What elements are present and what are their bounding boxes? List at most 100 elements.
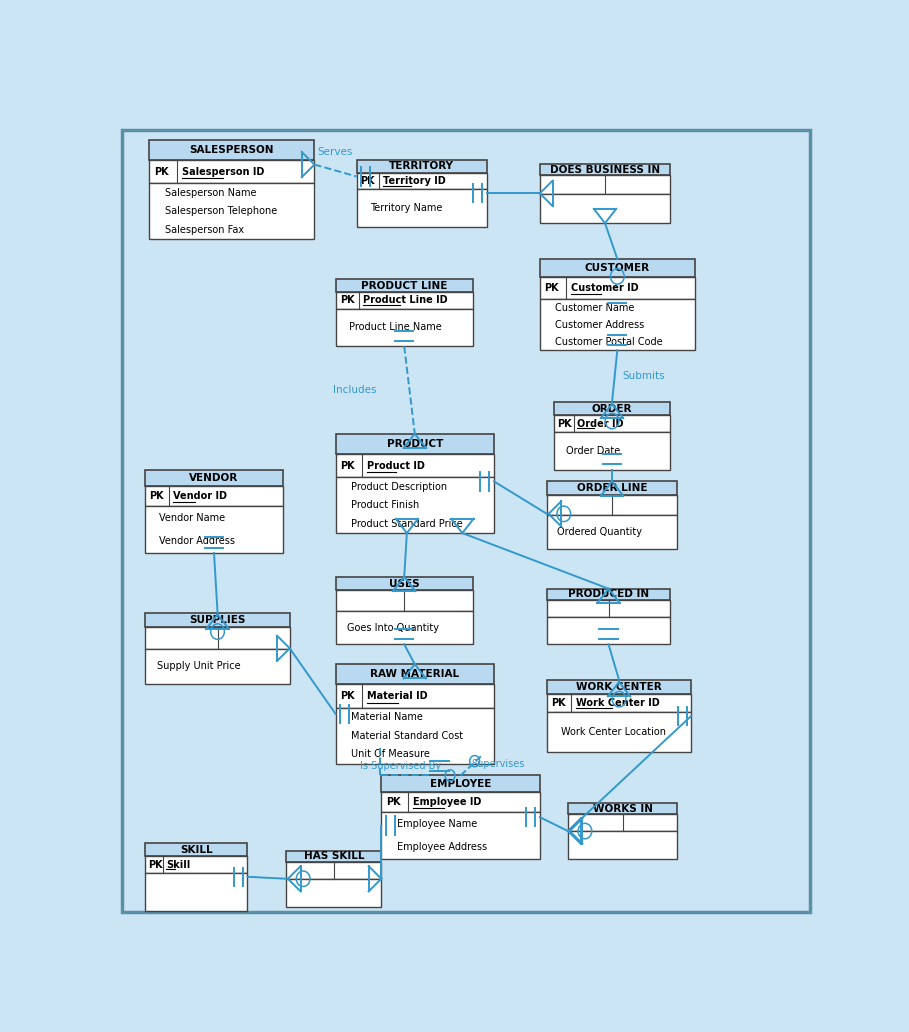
Bar (335, 478, 494, 534)
Text: Salesperson Fax: Salesperson Fax (165, 225, 245, 235)
Bar (547, 481, 677, 495)
Text: ORDER: ORDER (592, 404, 633, 414)
Bar (547, 515, 677, 549)
Text: HAS SKILL: HAS SKILL (304, 851, 364, 862)
Bar (149, 184, 315, 239)
Text: Product Description: Product Description (352, 482, 447, 491)
Bar (335, 590, 473, 611)
Text: Salesperson Telephone: Salesperson Telephone (165, 206, 277, 217)
Text: Customer Name: Customer Name (555, 302, 634, 313)
Bar (540, 259, 694, 278)
Text: PK: PK (340, 460, 355, 471)
Bar (335, 433, 494, 454)
Bar (356, 173, 487, 189)
Text: SALESPERSON: SALESPERSON (189, 144, 274, 155)
Text: PK: PK (154, 166, 168, 176)
Text: WORK CENTER: WORK CENTER (576, 682, 662, 692)
Bar (145, 843, 247, 857)
Text: Material Standard Cost: Material Standard Cost (352, 731, 464, 741)
Bar (554, 431, 670, 470)
Text: PK: PK (361, 176, 375, 186)
Text: Material ID: Material ID (367, 691, 428, 701)
Text: Customer Address: Customer Address (555, 320, 644, 330)
Text: VENDOR: VENDOR (189, 473, 239, 483)
Text: Submits: Submits (623, 372, 665, 381)
Text: Work Center ID: Work Center ID (575, 698, 660, 708)
Text: Serves: Serves (318, 147, 354, 157)
Text: Product Line ID: Product Line ID (363, 295, 447, 305)
Text: Territory Name: Territory Name (370, 203, 442, 214)
Text: Vendor ID: Vendor ID (173, 491, 227, 502)
Bar (145, 486, 283, 507)
Text: Work Center Location: Work Center Location (562, 727, 666, 737)
Bar (145, 613, 290, 626)
Text: PK: PK (340, 691, 355, 701)
Text: Employee Address: Employee Address (397, 842, 487, 852)
Text: Product Line Name: Product Line Name (349, 322, 442, 332)
Text: Order ID: Order ID (577, 419, 624, 428)
Bar (540, 299, 694, 350)
Text: Territory ID: Territory ID (383, 176, 445, 186)
Text: WORKS IN: WORKS IN (593, 804, 653, 814)
Text: Material Name: Material Name (352, 712, 424, 722)
Bar (335, 708, 494, 764)
Text: PRODUCT LINE: PRODUCT LINE (361, 281, 447, 291)
Bar (547, 695, 691, 711)
Bar (382, 775, 540, 793)
Text: Vendor Name: Vendor Name (159, 513, 225, 523)
Text: Supply Unit Price: Supply Unit Price (157, 662, 241, 672)
Bar (286, 862, 381, 879)
Text: Is Supervised By: Is Supervised By (360, 762, 441, 772)
Bar (145, 857, 247, 873)
Text: Ordered Quantity: Ordered Quantity (557, 527, 643, 538)
Bar (335, 611, 473, 644)
Bar (335, 577, 473, 590)
Bar (335, 684, 494, 708)
Text: ORDER LINE: ORDER LINE (577, 483, 647, 493)
Bar (145, 470, 283, 486)
Text: DOES BUSINESS IN: DOES BUSINESS IN (550, 164, 660, 174)
Bar (540, 278, 694, 299)
Bar (547, 680, 691, 695)
Text: PK: PK (544, 283, 559, 293)
Bar (382, 812, 540, 859)
Bar (568, 832, 677, 859)
Bar (286, 879, 381, 906)
Bar (286, 851, 381, 862)
Text: Employee Name: Employee Name (397, 818, 477, 829)
Bar (356, 160, 487, 173)
Text: Salesperson Name: Salesperson Name (165, 188, 257, 198)
Text: Supervises: Supervises (471, 760, 524, 769)
Bar (335, 665, 494, 684)
Bar (145, 507, 283, 553)
Text: Product Finish: Product Finish (352, 501, 420, 510)
Text: Customer Postal Code: Customer Postal Code (555, 336, 663, 347)
Bar (149, 139, 315, 160)
Bar (547, 711, 691, 751)
Text: Skill: Skill (165, 860, 190, 870)
Bar (540, 194, 670, 223)
Text: TERRITORY: TERRITORY (389, 161, 454, 171)
Text: PK: PK (551, 698, 565, 708)
Bar (145, 873, 247, 910)
Bar (547, 588, 670, 600)
Text: Salesperson ID: Salesperson ID (182, 166, 265, 176)
Bar (547, 600, 670, 617)
Text: PK: PK (340, 295, 355, 305)
Bar (335, 279, 473, 292)
Text: RAW MATERIAL: RAW MATERIAL (370, 669, 459, 679)
Text: Product ID: Product ID (367, 460, 425, 471)
Text: PK: PK (149, 491, 164, 502)
Text: EMPLOYEE: EMPLOYEE (430, 779, 491, 788)
Text: PK: PK (557, 419, 572, 428)
Bar (540, 163, 670, 175)
Text: Unit Of Measure: Unit Of Measure (352, 749, 430, 760)
FancyBboxPatch shape (122, 130, 810, 912)
Text: PK: PK (386, 797, 401, 807)
Bar (335, 454, 494, 478)
Text: Product Standard Price: Product Standard Price (352, 519, 463, 528)
Bar (547, 617, 670, 644)
Bar (554, 416, 670, 431)
Text: Goes Into Quantity: Goes Into Quantity (346, 622, 438, 633)
Bar (335, 309, 473, 347)
